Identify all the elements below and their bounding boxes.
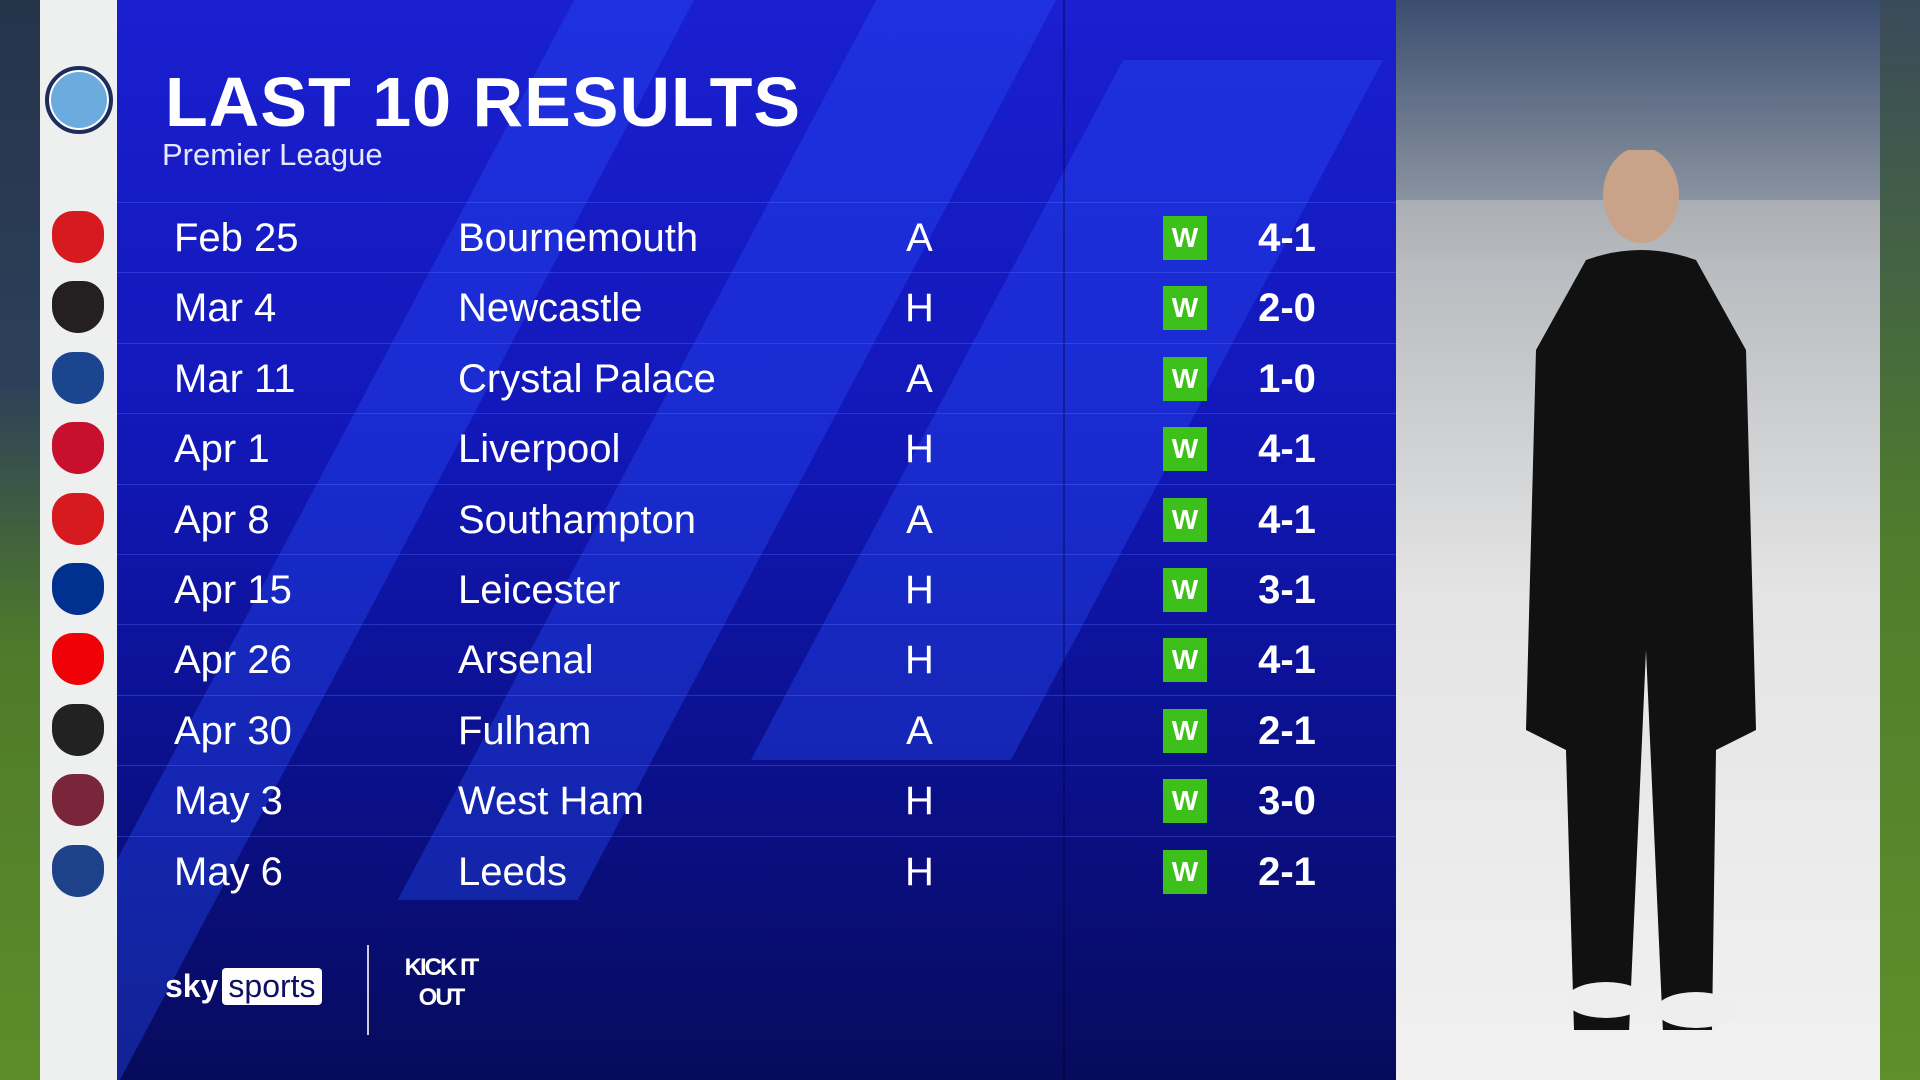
result-badge: W xyxy=(1163,497,1207,542)
result-badge: W xyxy=(1163,427,1207,472)
opponent-name: Southampton xyxy=(458,497,696,542)
venue: A xyxy=(906,356,933,401)
opponent-crest-icon xyxy=(52,774,104,827)
result-badge: W xyxy=(1163,638,1207,683)
match-date: Feb 25 xyxy=(174,216,299,260)
match-date: Apr 30 xyxy=(174,708,292,753)
opponent-name: Bournemouth xyxy=(458,216,699,260)
score: 3-0 xyxy=(1258,779,1316,824)
opponent-name: West Ham xyxy=(458,779,644,824)
opponent-name: Leicester xyxy=(458,567,621,612)
table-row: Apr 30 Fulham A W 2-1 xyxy=(117,694,1396,765)
table-row: Mar 4 Newcastle H W 2-0 xyxy=(117,272,1396,342)
venue: H xyxy=(905,638,934,683)
venue: H xyxy=(905,779,934,824)
manager-photo xyxy=(1396,0,1880,1080)
score: 2-1 xyxy=(1258,708,1316,753)
match-date: May 3 xyxy=(174,779,283,824)
sky-sports-logo: sky sports xyxy=(165,968,322,1005)
kick-it-out-text: KICK IT OUT xyxy=(404,954,480,1011)
page-title: LAST 10 RESULTS xyxy=(165,63,802,141)
match-date: Apr 8 xyxy=(174,497,270,542)
table-row: Feb 25 Bournemouth A W 4-1 xyxy=(117,202,1396,272)
opponent-crest-icon xyxy=(52,422,104,475)
kick-it-out-logo: KICK IT OUT xyxy=(399,945,483,1035)
venue: H xyxy=(905,849,934,894)
score: 4-1 xyxy=(1258,638,1316,683)
match-date: Apr 26 xyxy=(174,638,292,683)
score: 4-1 xyxy=(1258,216,1316,260)
score: 3-1 xyxy=(1258,567,1316,612)
venue: H xyxy=(905,286,934,331)
opponent-name: Liverpool xyxy=(458,427,621,472)
sky-logo-text: sky xyxy=(165,968,219,1004)
footer-divider xyxy=(367,945,369,1035)
manchester-city-crest-icon xyxy=(45,66,113,134)
results-panel: LAST 10 RESULTS Premier League Feb 25 Bo… xyxy=(117,0,1396,1080)
result-badge: W xyxy=(1163,779,1207,824)
venue: H xyxy=(905,427,934,472)
stadium-background-left xyxy=(0,0,40,1080)
venue: A xyxy=(906,216,933,260)
stadium-background-right xyxy=(1880,0,1920,1080)
opponent-crest-icon xyxy=(52,563,104,615)
opponent-crest-icon xyxy=(52,844,104,897)
match-date: Apr 1 xyxy=(174,427,270,472)
table-row: May 3 West Ham H W 3-0 xyxy=(117,765,1396,835)
result-badge: W xyxy=(1163,708,1207,753)
score: 4-1 xyxy=(1258,497,1316,542)
result-badge: W xyxy=(1163,286,1207,331)
table-row: Apr 15 Leicester H W 3-1 xyxy=(117,553,1396,624)
table-row: Apr 1 Liverpool H W 4-1 xyxy=(117,413,1396,483)
table-row: May 6 Leeds H W 2-1 xyxy=(117,835,1396,906)
column-divider xyxy=(1063,0,1065,1080)
venue: A xyxy=(906,497,933,542)
score: 2-0 xyxy=(1258,286,1316,331)
opponent-crest-icon xyxy=(52,281,104,334)
venue: A xyxy=(906,708,933,753)
results-table: Feb 25 Bournemouth A W 4-1 Mar 4 Newcastl… xyxy=(117,202,1396,906)
opponent-crest-icon xyxy=(52,633,104,686)
opponent-crest-icon xyxy=(52,492,104,545)
opponent-name: Newcastle xyxy=(458,286,643,331)
score: 2-1 xyxy=(1258,849,1316,894)
score: 1-0 xyxy=(1258,356,1316,401)
match-date: May 6 xyxy=(174,849,283,894)
opponent-crest-icon xyxy=(52,211,104,263)
result-badge: W xyxy=(1163,216,1207,260)
competition-subtitle: Premier League xyxy=(162,137,383,172)
table-row: Apr 8 Southampton A W 4-1 xyxy=(117,483,1396,554)
manager-figure xyxy=(1526,150,1756,1030)
result-badge: W xyxy=(1163,356,1207,401)
table-row: Mar 11 Crystal Palace A W 1-0 xyxy=(117,342,1396,413)
match-date: Mar 4 xyxy=(174,286,277,331)
sports-logo-text: sports xyxy=(222,968,322,1005)
venue: H xyxy=(905,567,934,612)
table-row: Apr 26 Arsenal H W 4-1 xyxy=(117,624,1396,694)
result-badge: W xyxy=(1163,567,1207,612)
opponent-name: Leeds xyxy=(458,849,567,894)
opponent-crest-icon xyxy=(52,351,104,404)
opponent-name: Crystal Palace xyxy=(458,356,716,401)
crest-column xyxy=(40,0,117,1080)
opponent-name: Fulham xyxy=(458,708,592,753)
opponent-crest-icon xyxy=(52,703,104,756)
opponent-name: Arsenal xyxy=(458,638,594,683)
match-date: Apr 15 xyxy=(174,567,292,612)
score: 4-1 xyxy=(1258,427,1316,472)
match-date: Mar 11 xyxy=(174,356,296,401)
result-badge: W xyxy=(1163,849,1207,894)
